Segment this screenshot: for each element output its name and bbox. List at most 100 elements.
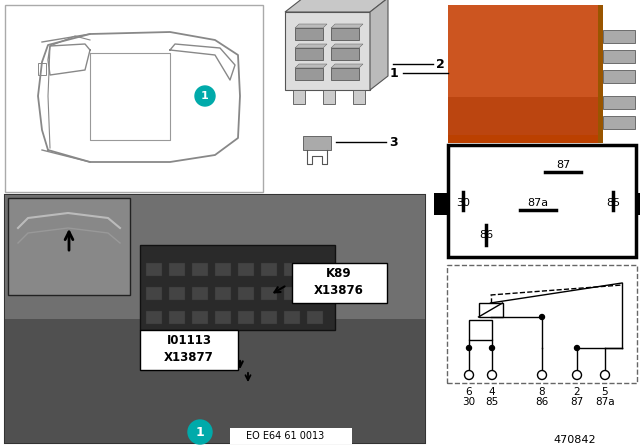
Circle shape [467, 345, 472, 350]
Bar [261, 263, 277, 276]
Bar [448, 97, 603, 143]
Bar [192, 263, 208, 276]
Polygon shape [331, 24, 363, 28]
Bar [230, 428, 352, 444]
Polygon shape [295, 24, 327, 28]
Bar [331, 28, 359, 40]
Bar [192, 287, 208, 300]
Polygon shape [370, 0, 388, 90]
Text: 87: 87 [556, 160, 570, 170]
Bar [284, 311, 300, 324]
Circle shape [600, 370, 609, 379]
Text: 5: 5 [602, 387, 608, 397]
Text: 470842: 470842 [554, 435, 596, 445]
Text: 1: 1 [389, 66, 398, 79]
Bar [448, 5, 603, 143]
Bar [5, 195, 425, 319]
Bar [215, 287, 231, 300]
Bar [353, 90, 365, 104]
Bar [140, 330, 238, 370]
Polygon shape [295, 64, 327, 68]
Circle shape [188, 420, 212, 444]
Bar [603, 70, 635, 83]
Text: 1: 1 [196, 426, 204, 439]
Circle shape [195, 86, 215, 106]
Text: K89
X13876: K89 X13876 [314, 267, 364, 297]
Bar [469, 320, 492, 340]
Bar [636, 193, 640, 215]
Text: 85: 85 [485, 397, 499, 407]
Bar [603, 116, 635, 129]
Bar [215, 263, 231, 276]
Text: 87a: 87a [527, 198, 548, 208]
Bar [169, 263, 185, 276]
Bar [331, 68, 359, 80]
Polygon shape [285, 0, 388, 12]
Bar [479, 303, 502, 317]
Bar [603, 96, 635, 109]
Bar [307, 311, 323, 324]
Text: 87a: 87a [595, 397, 615, 407]
Bar [238, 263, 254, 276]
Bar [5, 425, 425, 431]
Polygon shape [331, 44, 363, 48]
Circle shape [490, 345, 495, 350]
Circle shape [575, 345, 579, 350]
Circle shape [488, 370, 497, 379]
Text: 86: 86 [479, 230, 493, 240]
Bar [146, 311, 162, 324]
Bar [5, 419, 425, 425]
Bar [261, 287, 277, 300]
Bar [307, 287, 323, 300]
Bar [38, 63, 46, 75]
Bar [598, 5, 603, 143]
Bar [284, 287, 300, 300]
Bar [140, 245, 335, 330]
Bar [603, 50, 635, 63]
Bar [238, 311, 254, 324]
Bar [295, 48, 323, 60]
Bar [5, 319, 425, 443]
Bar [5, 437, 425, 443]
Text: 30: 30 [456, 198, 470, 208]
Bar [146, 263, 162, 276]
Text: 2: 2 [573, 387, 580, 397]
Bar [295, 68, 323, 80]
Text: EO E64 61 0013: EO E64 61 0013 [246, 431, 324, 441]
Polygon shape [295, 44, 327, 48]
Text: 87: 87 [570, 397, 584, 407]
Bar [284, 263, 300, 276]
Bar [434, 193, 448, 215]
Text: 85: 85 [606, 198, 620, 208]
Bar [303, 136, 331, 150]
Bar [285, 12, 370, 90]
Bar [448, 145, 636, 257]
Bar [146, 287, 162, 300]
Text: 3: 3 [389, 135, 397, 148]
Bar [5, 413, 425, 419]
Bar [293, 90, 305, 104]
Bar [603, 30, 635, 43]
Text: 30: 30 [463, 397, 476, 407]
Bar [307, 263, 323, 276]
Text: 1: 1 [201, 91, 209, 101]
Text: 6: 6 [466, 387, 472, 397]
Bar [169, 311, 185, 324]
Bar [5, 5, 263, 192]
Text: I01113
X13877: I01113 X13877 [164, 334, 214, 364]
Bar [192, 311, 208, 324]
Circle shape [540, 314, 545, 319]
Text: 8: 8 [539, 387, 545, 397]
Bar [295, 28, 323, 40]
Bar [8, 198, 130, 295]
Bar [238, 287, 254, 300]
Text: 2: 2 [436, 57, 445, 70]
Bar [292, 263, 387, 303]
Bar [331, 48, 359, 60]
Circle shape [573, 370, 582, 379]
Circle shape [538, 370, 547, 379]
Text: 86: 86 [536, 397, 548, 407]
Text: 4: 4 [489, 387, 495, 397]
Bar [447, 265, 637, 383]
Bar [215, 311, 231, 324]
